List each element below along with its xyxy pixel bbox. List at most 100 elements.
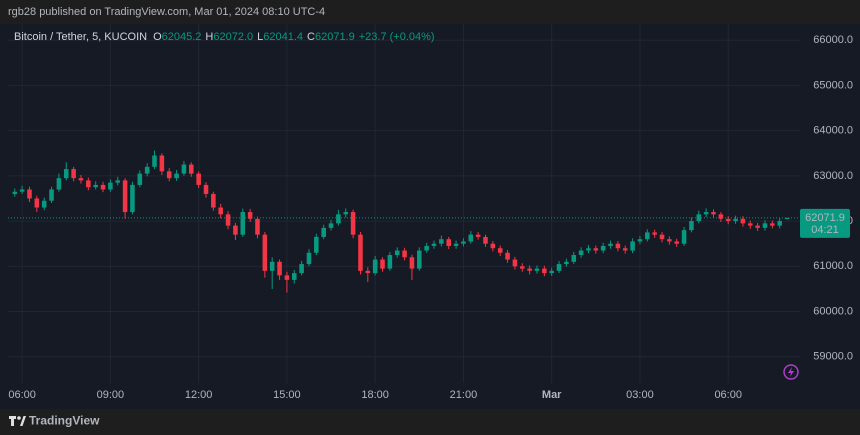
symbol-legend: Bitcoin / Tether, 5, KUCOIN O62045.2 H6207… — [14, 31, 435, 43]
candle-body — [394, 250, 400, 256]
candle-body — [578, 250, 584, 256]
x-tick-label: Mar — [542, 389, 562, 401]
candle-body — [86, 180, 91, 188]
legend-key: L — [257, 31, 263, 43]
candle-body — [314, 236, 319, 253]
candle-body — [733, 218, 738, 222]
candle-body — [770, 223, 775, 226]
x-tick-label: 15:00 — [273, 389, 301, 401]
candle-body — [108, 182, 113, 190]
published-note: rgb28 published on TradingView.com, Mar … — [8, 6, 325, 18]
last-price-label: 62071.9 — [805, 212, 845, 224]
candle-body — [71, 169, 76, 179]
candle-body — [203, 184, 209, 194]
candle-body — [424, 245, 429, 251]
candle-body — [12, 191, 18, 194]
candle-body — [483, 236, 488, 244]
candle-body — [130, 184, 135, 213]
candle-body — [512, 259, 518, 267]
y-tick-label: 65000.0 — [813, 79, 853, 91]
x-tick-label: 03:00 — [626, 389, 654, 401]
x-tick-label: 06:00 — [714, 389, 742, 401]
candle-body — [306, 252, 312, 265]
candle-body — [100, 184, 106, 190]
header-bar — [0, 0, 860, 24]
brand-name: TradingView — [29, 414, 100, 428]
candle-body — [527, 268, 532, 271]
candle-body — [681, 230, 687, 244]
candle-body — [593, 248, 599, 251]
candle-body — [703, 212, 709, 215]
candle-body — [166, 171, 172, 179]
candle-body — [144, 166, 150, 174]
candle-body — [152, 155, 157, 167]
candle-body — [299, 264, 304, 274]
candle-body — [159, 155, 165, 172]
candle-body — [453, 243, 459, 246]
y-tick-label: 63000.0 — [813, 170, 853, 182]
candle-body — [497, 248, 503, 253]
candle-body — [181, 164, 187, 174]
legend-key: C — [307, 31, 315, 43]
candle-body — [711, 212, 716, 215]
candle-body — [519, 266, 525, 269]
candle-body — [600, 245, 606, 251]
candle-body — [240, 212, 246, 235]
y-tick-label: 61000.0 — [813, 260, 853, 272]
candle-body — [269, 261, 275, 271]
candle-body — [358, 234, 363, 271]
candle-body — [409, 257, 415, 269]
candle-body — [372, 259, 378, 274]
candle-body — [284, 275, 290, 280]
legend-value: 62041.4 — [263, 31, 303, 43]
candle-body — [667, 239, 672, 242]
candle-body — [115, 180, 121, 183]
candle-body — [56, 178, 62, 190]
x-tick-label: 21:00 — [450, 389, 478, 401]
legend-change: +23.7 (+0.04%) — [359, 31, 435, 43]
candles — [12, 150, 790, 293]
candle-body — [41, 200, 47, 208]
candle-body — [505, 252, 510, 260]
candle-body — [475, 234, 481, 237]
candle-body — [747, 223, 753, 226]
grid — [8, 24, 800, 383]
candle-body — [777, 221, 782, 226]
candle-body — [196, 173, 201, 185]
candle-body — [608, 243, 613, 246]
candle-body — [725, 218, 731, 222]
brand-logo — [9, 416, 26, 426]
x-tick-label: 12:00 — [185, 389, 213, 401]
y-tick-label: 59000.0 — [813, 351, 853, 363]
candle-body — [556, 264, 562, 271]
candle-body — [461, 241, 466, 244]
legend-value: 62072.0 — [213, 31, 253, 43]
lightning-icon[interactable] — [783, 364, 799, 380]
candle-body — [387, 255, 393, 269]
countdown: 04:21 — [811, 224, 839, 236]
candle-body — [78, 178, 84, 181]
candle-body — [689, 221, 694, 231]
candle-body — [137, 173, 143, 185]
candle-body — [652, 232, 657, 235]
candle-body — [439, 239, 444, 244]
candle-body — [446, 239, 451, 246]
candle-body — [586, 248, 591, 251]
candle-body — [343, 212, 349, 215]
candle-body — [571, 255, 577, 262]
candle-body — [755, 225, 760, 228]
last-price-box — [800, 208, 850, 238]
candle-body — [174, 173, 179, 179]
candle-body — [225, 214, 231, 226]
candle-body — [542, 268, 547, 274]
candle-body — [645, 232, 650, 240]
candle-body — [277, 261, 282, 276]
candle-body — [19, 189, 25, 192]
candle-body — [247, 212, 253, 219]
candle-body — [218, 207, 223, 215]
candle-body — [659, 234, 665, 240]
candle-body — [189, 164, 194, 174]
candle-body — [431, 243, 437, 246]
